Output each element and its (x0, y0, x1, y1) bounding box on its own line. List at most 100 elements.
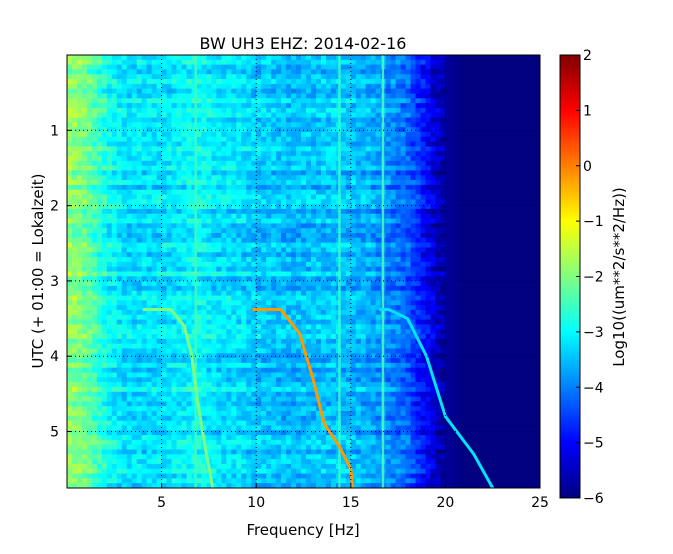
spectrogram-cell (206, 151, 212, 157)
spectrogram-cell (256, 127, 262, 133)
spectrogram-cell (206, 189, 212, 196)
spectrogram-cell (495, 300, 501, 306)
spectrogram-cell (136, 242, 143, 249)
spectrogram-cell (365, 117, 372, 123)
spectrogram-cell (440, 79, 446, 85)
spectrogram-cell (375, 160, 382, 167)
spectrogram-cell (131, 295, 138, 301)
spectrogram-cell (221, 146, 227, 152)
spectrogram-cell (525, 213, 531, 220)
spectrogram-cell (186, 305, 193, 311)
spectrogram-cell (196, 79, 203, 85)
spectrogram-cell (525, 59, 531, 66)
spectrogram-cell (475, 218, 481, 224)
spectrogram-cell (146, 151, 153, 157)
spectrogram-cell (216, 199, 222, 205)
spectrogram-cell (211, 184, 217, 191)
spectrogram-cell (345, 261, 352, 268)
spectrogram-cell (121, 295, 128, 301)
spectrogram-cell (196, 112, 203, 119)
spectrogram-cell (350, 281, 357, 287)
spectrogram-cell (375, 180, 382, 186)
spectrogram-cell (146, 242, 153, 249)
spectrogram-cell (191, 261, 198, 268)
spectrogram-cell (131, 252, 138, 258)
spectrogram-cell (131, 146, 138, 152)
spectrogram-cell (375, 276, 382, 282)
spectrogram-cell (390, 218, 397, 224)
spectrogram-cell (76, 64, 83, 71)
spectrogram-cell (296, 257, 302, 263)
spectrogram-cell (305, 204, 312, 210)
spectrogram-cell (510, 141, 516, 148)
spectrogram-cell (171, 103, 178, 109)
spectrogram-cell (206, 295, 212, 301)
spectrogram-cell (116, 237, 123, 244)
spectrogram-cell (181, 261, 188, 268)
spectrogram-cell (291, 117, 297, 123)
spectrogram-cell (310, 218, 317, 224)
spectrogram-cell (355, 199, 362, 205)
spectrogram-cell (455, 136, 461, 143)
spectrogram-cell (116, 223, 123, 229)
spectrogram-cell (470, 276, 476, 282)
spectrogram-cell (360, 184, 367, 191)
spectrogram-cell (450, 184, 456, 191)
spectrogram-cell (96, 59, 103, 66)
spectrogram-cell (310, 175, 317, 181)
spectrogram-cell (106, 213, 113, 220)
spectrogram-cell (400, 83, 407, 90)
spectrogram-cell (475, 74, 481, 80)
spectrogram-cell (375, 247, 382, 253)
spectrogram-cell (330, 79, 337, 85)
spectrogram-cell (106, 285, 113, 292)
spectrogram-cell (196, 204, 203, 210)
spectrogram-cell (330, 300, 337, 306)
spectrogram-cell (241, 228, 247, 234)
spectrogram-cell (91, 213, 98, 220)
spectrogram-cell (166, 281, 173, 287)
spectrogram-cell (320, 194, 327, 200)
spectrogram-cell (370, 141, 377, 148)
spectrogram-cell (301, 208, 307, 215)
spectrogram-cell (345, 131, 352, 138)
spectrogram-cell (211, 281, 217, 287)
spectrogram-cell (515, 180, 521, 186)
spectrogram-cell (201, 156, 208, 162)
spectrogram-cell (121, 247, 128, 253)
spectrogram-cell (76, 242, 83, 249)
spectrogram-cell (171, 112, 178, 119)
spectrogram-cell (320, 204, 327, 210)
spectrogram-cell (510, 64, 516, 71)
spectrogram-cell (76, 194, 83, 200)
spectrogram-cell (490, 156, 496, 162)
spectrogram-cell (186, 300, 193, 306)
spectrogram-cell (141, 98, 148, 104)
spectrogram-cell (500, 170, 506, 176)
spectrogram-cell (470, 290, 476, 297)
spectrogram-cell (206, 88, 212, 95)
spectrogram-cell (420, 136, 427, 143)
spectrogram-cell (96, 300, 103, 306)
spectrogram-cell (246, 136, 252, 143)
spectrogram-cell (320, 146, 327, 152)
spectrogram-cell (136, 146, 143, 152)
spectrogram-cell (156, 213, 163, 220)
spectrogram-cell (151, 305, 158, 311)
spectrogram-cell (485, 112, 491, 119)
spectrogram-cell (246, 242, 252, 249)
spectrogram-cell (266, 204, 272, 210)
spectrogram-cell (181, 64, 188, 71)
spectrogram-cell (131, 156, 138, 162)
spectrogram-cell (325, 257, 332, 263)
spectrogram-cell (166, 300, 173, 306)
spectrogram-cell (71, 233, 78, 239)
spectrogram-cell (211, 127, 217, 133)
spectrogram-cell (455, 165, 461, 172)
spectrogram-cell (320, 136, 327, 143)
spectrogram-cell (161, 88, 168, 95)
spectrogram-cell (355, 98, 362, 104)
spectrogram-cell (211, 112, 217, 119)
spectrogram-cell (515, 199, 521, 205)
spectrogram-cell (236, 165, 242, 172)
